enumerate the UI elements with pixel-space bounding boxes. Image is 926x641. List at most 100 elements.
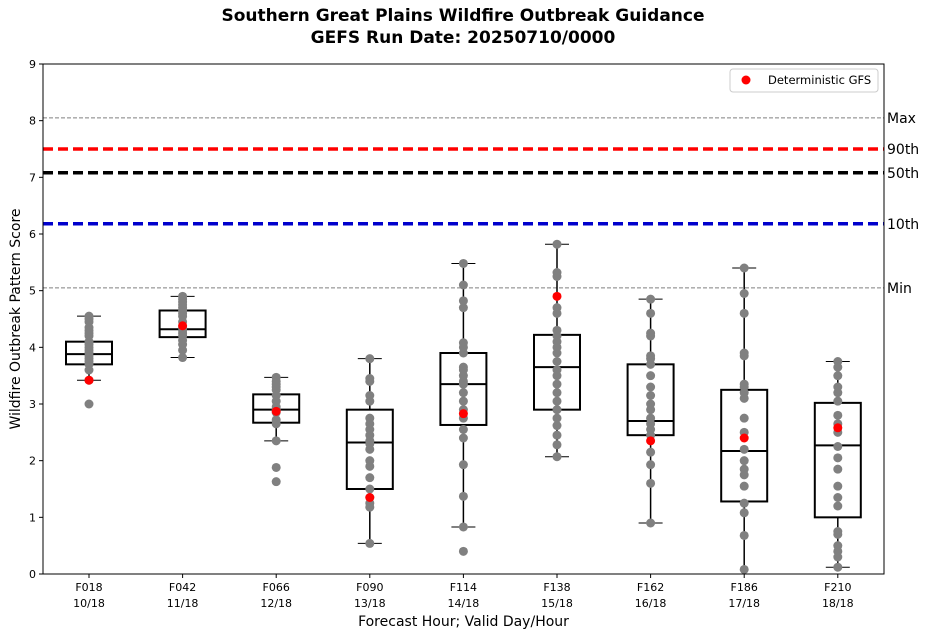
ensemble-member-point <box>458 546 468 556</box>
chart-title: Southern Great Plains Wildfire Outbreak … <box>221 6 705 26</box>
deterministic-gfs-point <box>84 375 94 385</box>
ensemble-member-point <box>552 303 562 313</box>
y-tick-label: 4 <box>29 341 36 354</box>
ensemble-member-point <box>646 518 656 528</box>
y-tick-label: 7 <box>29 171 36 184</box>
ensemble-member-point <box>739 413 749 423</box>
x-axis-label: Forecast Hour; Valid Day/Hour <box>358 614 569 630</box>
ensemble-member-point <box>739 456 749 466</box>
reference-label-min: Min <box>887 281 912 297</box>
x-tick-label-hour: F042 <box>169 581 196 594</box>
ensemble-member-point <box>365 456 375 466</box>
ensemble-member-point <box>833 464 843 474</box>
ensemble-member-point <box>833 410 843 420</box>
x-tick-label-valid: 13/18 <box>354 597 386 610</box>
ensemble-member-point <box>833 396 843 406</box>
ensemble-member-point <box>365 484 375 494</box>
ensemble-member-point <box>552 239 562 249</box>
ensemble-member-point <box>833 481 843 491</box>
x-tick-label-hour: F162 <box>637 581 664 594</box>
ensemble-member-point <box>739 379 749 389</box>
deterministic-gfs-point <box>646 436 656 446</box>
ensemble-member-point <box>646 413 656 423</box>
ensemble-member-point <box>833 541 843 551</box>
ensemble-member-point <box>646 460 656 470</box>
ensemble-member-point <box>178 353 188 363</box>
x-tick-label-valid: 17/18 <box>728 597 760 610</box>
y-tick-label: 8 <box>29 115 36 128</box>
ensemble-member-point <box>646 294 656 304</box>
ensemble-member-point <box>833 442 843 451</box>
ensemble-member-point <box>739 530 749 540</box>
y-tick-label: 2 <box>29 455 36 468</box>
legend-label: Deterministic GFS <box>768 73 871 87</box>
ensemble-member-point <box>739 444 749 454</box>
x-tick-label-hour: F138 <box>543 581 570 594</box>
deterministic-gfs-point <box>458 409 468 419</box>
ensemble-member-point <box>833 382 843 392</box>
ensemble-member-point <box>458 388 468 398</box>
ensemble-member-point <box>833 357 843 366</box>
ensemble-member-point <box>739 348 749 358</box>
ensemble-member-point <box>739 308 749 318</box>
reference-label-50th: 50th <box>887 166 919 182</box>
ensemble-member-point <box>552 413 562 423</box>
ensemble-member-point <box>458 433 468 443</box>
ensemble-member-point <box>458 460 468 470</box>
ensemble-member-point <box>739 464 749 474</box>
ensemble-member-point <box>646 399 656 409</box>
x-tick-label-valid: 11/18 <box>167 597 199 610</box>
ensemble-member-point <box>739 498 749 508</box>
legend-box <box>729 68 879 93</box>
x-tick-label-hour: F210 <box>824 581 851 594</box>
deterministic-gfs-point <box>365 493 375 502</box>
ensemble-member-point <box>833 562 843 572</box>
ensemble-member-point <box>552 379 562 389</box>
ensemble-member-point <box>739 564 749 574</box>
ensemble-member-point <box>271 436 281 446</box>
ensemble-member-point <box>552 365 562 375</box>
x-tick-label-hour: F114 <box>450 581 477 594</box>
ensemble-member-point <box>646 447 656 457</box>
deterministic-gfs-point <box>178 321 188 331</box>
deterministic-gfs-point <box>833 423 843 433</box>
x-tick-label-hour: F018 <box>75 581 102 594</box>
y-tick-label: 3 <box>29 398 36 411</box>
ensemble-member-point <box>646 308 656 318</box>
ensemble-member-point <box>458 280 468 290</box>
ensemble-member-point <box>833 371 843 381</box>
y-tick-label: 9 <box>29 58 36 71</box>
ensemble-member-point <box>271 477 281 487</box>
x-tick-label-valid: 14/18 <box>448 597 480 610</box>
chart-title-block: Southern Great Plains Wildfire Outbreak … <box>0 5 926 49</box>
x-tick-label-valid: 16/18 <box>635 597 667 610</box>
ensemble-member-point <box>271 462 281 472</box>
ensemble-member-point <box>458 396 468 406</box>
ensemble-member-point <box>552 421 562 431</box>
ensemble-member-point <box>739 508 749 518</box>
ensemble-member-point <box>552 388 562 398</box>
chart-subtitle: GEFS Run Date: 20250710/0000 <box>310 28 616 48</box>
y-axis-label: Wildfire Outbreak Pattern Score <box>8 208 24 429</box>
x-tick-label-valid: 12/18 <box>260 597 292 610</box>
ensemble-member-point <box>552 396 562 406</box>
ensemble-member-point <box>833 527 843 536</box>
ensemble-member-point <box>458 338 468 348</box>
reference-label-max: Max <box>887 111 916 127</box>
x-tick-label-hour: F186 <box>731 581 758 594</box>
deterministic-gfs-point <box>739 433 749 443</box>
ensemble-member-point <box>646 328 656 338</box>
ensemble-member-point <box>552 440 562 450</box>
ensemble-member-point <box>458 303 468 313</box>
ensemble-member-point <box>833 501 843 511</box>
legend-marker <box>741 75 751 85</box>
ensemble-member-point <box>365 413 375 423</box>
ensemble-member-point <box>178 291 188 301</box>
ensemble-member-point <box>739 289 749 298</box>
x-tick-label-hour: F066 <box>263 581 290 594</box>
axes-frame <box>42 63 885 575</box>
ensemble-member-point <box>552 357 562 366</box>
reference-label-90th: 90th <box>887 142 919 158</box>
ensemble-member-point <box>365 538 375 548</box>
